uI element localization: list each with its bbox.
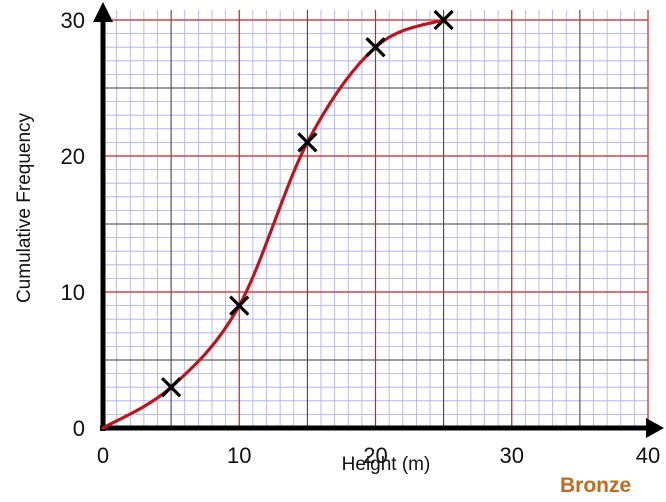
- cross-stroke: [365, 37, 386, 58]
- data-point-marker: [160, 377, 182, 398]
- y-tick-label: 30: [61, 8, 85, 33]
- y-axis-title: Cumulative Frequency: [14, 112, 35, 303]
- x-tick-label: 20: [363, 443, 387, 468]
- axes: [93, 2, 664, 438]
- cross-stroke: [433, 9, 454, 31]
- data-point-marker: [365, 37, 386, 58]
- x-tick-label: 40: [636, 443, 660, 468]
- bronze-badge: Bronze: [560, 474, 632, 497]
- data-point-marker: [297, 132, 318, 153]
- x-tick-label: 10: [227, 443, 251, 468]
- cross-stroke: [160, 377, 182, 398]
- y-tick-label: 0: [73, 416, 85, 441]
- tick-labels: 0 10 20 30 40 0 10 20 30: [61, 8, 661, 468]
- y-tick-label: 10: [61, 280, 85, 305]
- data-markers: [160, 9, 454, 398]
- grid: [102, 10, 649, 429]
- data-point-marker: [229, 295, 250, 316]
- x-tick-label: 30: [500, 443, 524, 468]
- cross-stroke: [229, 295, 250, 316]
- x-tick-label: 0: [97, 443, 109, 468]
- x-axis-title: Height (m): [342, 454, 431, 475]
- y-axis-arrowhead: [93, 2, 113, 22]
- data-point-marker: [433, 9, 454, 31]
- x-axis-arrowhead: [646, 418, 664, 438]
- cross-stroke: [297, 132, 318, 153]
- y-tick-label: 20: [61, 144, 85, 169]
